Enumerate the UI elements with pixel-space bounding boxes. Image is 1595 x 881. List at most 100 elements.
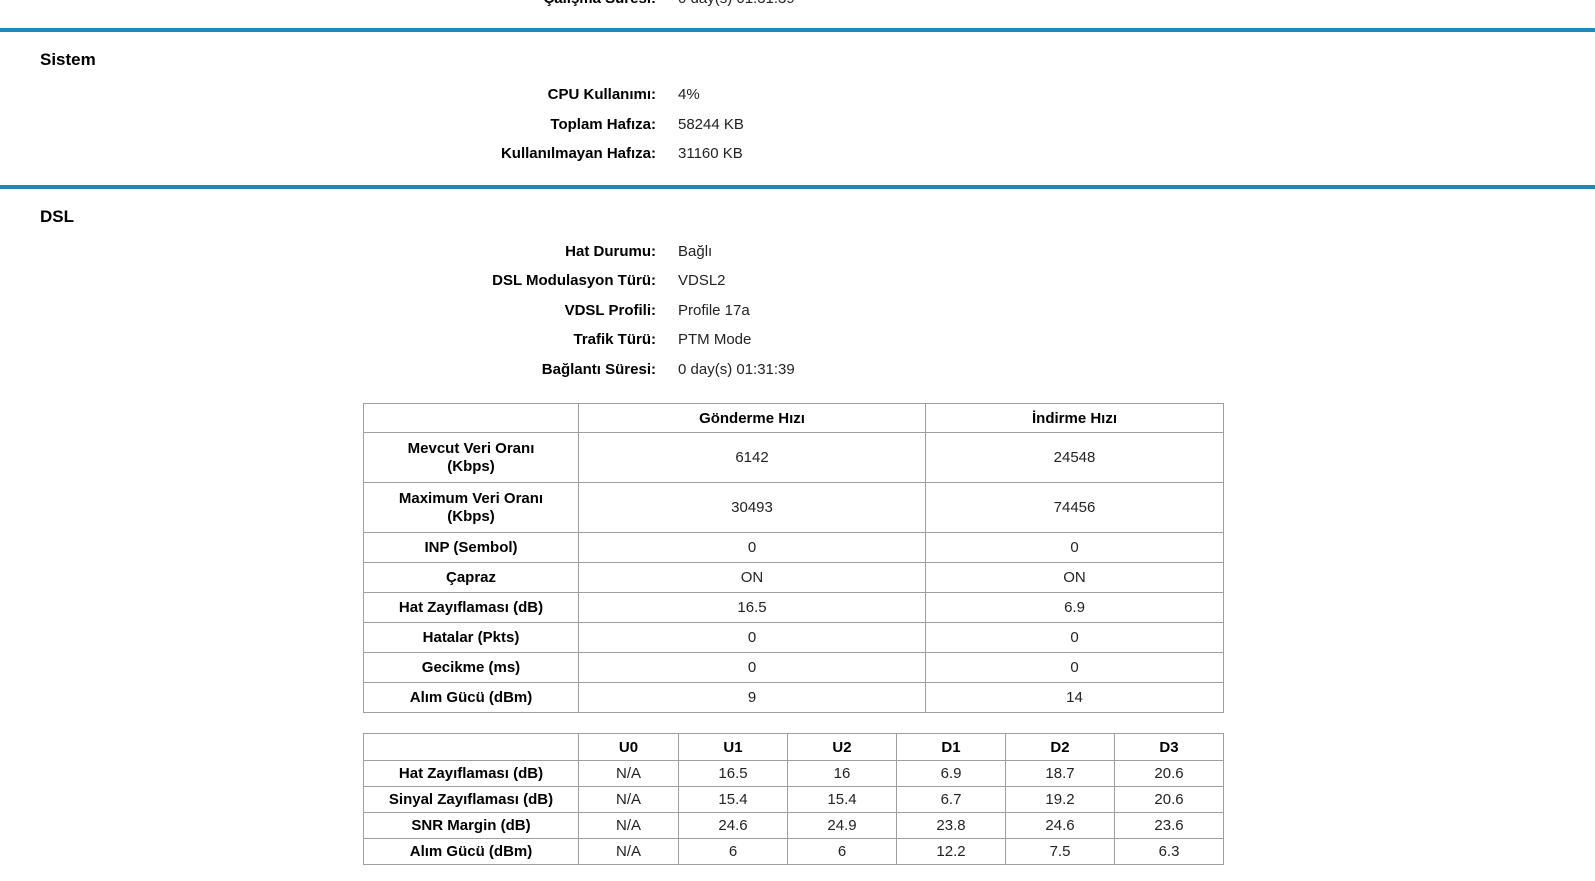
rate-header-upstream: Gönderme Hızı <box>578 403 926 433</box>
cell-d3: 6.3 <box>1114 838 1224 865</box>
free-memory-value: 31160 KB <box>678 145 743 163</box>
info-row-line-status: Hat Durumu: Bağlı <box>0 237 1595 267</box>
cell-u2: 24.9 <box>787 812 897 839</box>
cell-u0: N/A <box>578 786 679 813</box>
vdsl-profile-value: Profile 17a <box>678 301 750 319</box>
cell-downstream: ON <box>925 562 1224 593</box>
table-row-snr-margin: SNR Margin (dB) N/A 24.6 24.9 23.8 24.6 … <box>363 812 1224 839</box>
cell-u0: N/A <box>578 838 679 865</box>
table-row-line-attenuation: Hat Zayıflaması (dB) N/A 16.5 16 6.9 18.… <box>363 760 1224 787</box>
cell-u2: 6 <box>787 838 897 865</box>
info-row-free-memory: Kullanılmayan Hafıza: 31160 KB <box>0 139 1595 169</box>
cell-u1: 24.6 <box>678 812 788 839</box>
section-divider <box>0 28 1595 32</box>
uptime-label: Çalışma Süresi: <box>0 0 656 7</box>
cell-d1: 23.8 <box>896 812 1006 839</box>
traffic-type-value: PTM Mode <box>678 331 752 349</box>
row-label: Alım Gücü (dBm) <box>363 838 579 865</box>
band-header-u0: U0 <box>578 733 679 761</box>
vdsl-profile-label: VDSL Profili: <box>564 301 656 319</box>
cell-upstream: 6142 <box>578 432 926 483</box>
band-header-d1: D1 <box>896 733 1006 761</box>
sistem-rows: CPU Kullanımı: 4% Toplam Hafıza: 58244 K… <box>0 80 1595 169</box>
cell-upstream: 16.5 <box>578 592 926 623</box>
row-label: Alım Gücü (dBm) <box>363 682 579 713</box>
cell-downstream: 0 <box>925 622 1224 653</box>
cell-d2: 24.6 <box>1005 812 1115 839</box>
table-header-row: U0 U1 U2 D1 D2 D3 <box>363 733 1224 761</box>
rate-header-empty <box>363 403 579 433</box>
table-row-delay: Gecikme (ms) 0 0 <box>363 652 1224 683</box>
cell-u2: 16 <box>787 760 897 787</box>
cell-downstream: 6.9 <box>925 592 1224 623</box>
row-label: Maximum Veri Oranı (Kbps) <box>363 482 579 533</box>
table-row-current-rate: Mevcut Veri Oranı (Kbps) 6142 24548 <box>363 432 1224 483</box>
band-header-u1: U1 <box>678 733 788 761</box>
table-header-row: Gönderme Hızı İndirme Hızı <box>363 403 1224 433</box>
modulation-label: DSL Modulasyon Türü: <box>492 272 656 290</box>
cell-downstream: 0 <box>925 532 1224 563</box>
connection-time-value: 0 day(s) 01:31:39 <box>678 360 795 378</box>
uptime-value: 0 day(s) 01:31:39 <box>678 0 795 7</box>
row-label-line2: (Kbps) <box>447 457 495 475</box>
free-memory-label: Kullanılmayan Hafıza: <box>500 145 656 163</box>
cell-u0: N/A <box>578 812 679 839</box>
info-row-cpu: CPU Kullanımı: 4% <box>0 80 1595 110</box>
traffic-type-label: Trafik Türü: <box>573 331 656 349</box>
row-label-line1: Maximum Veri Oranı <box>398 489 544 507</box>
cell-downstream: 74456 <box>925 482 1224 533</box>
row-label: SNR Margin (dB) <box>363 812 579 839</box>
cell-d1: 12.2 <box>896 838 1006 865</box>
cpu-usage-label: CPU Kullanımı: <box>547 86 656 104</box>
modulation-value: VDSL2 <box>678 272 726 290</box>
connection-time-label: Bağlantı Süresi: <box>541 360 656 378</box>
row-label: Hat Zayıflaması (dB) <box>363 760 579 787</box>
info-row-modulation: DSL Modulasyon Türü: VDSL2 <box>0 266 1595 296</box>
info-row-connection-time: Bağlantı Süresi: 0 day(s) 01:31:39 <box>0 355 1595 385</box>
dsl-section: DSL Hat Durumu: Bağlı DSL Modulasyon Tür… <box>0 206 1595 865</box>
table-row-receive-power: Alım Gücü (dBm) N/A 6 6 12.2 7.5 6.3 <box>363 838 1224 865</box>
table-row-inp: INP (Sembol) 0 0 <box>363 532 1224 563</box>
cell-d1: 6.9 <box>896 760 1006 787</box>
dsl-section-title: DSL <box>40 206 74 226</box>
row-label: Gecikme (ms) <box>363 652 579 683</box>
line-status-label: Hat Durumu: <box>565 242 656 260</box>
table-row-line-attenuation: Hat Zayıflaması (dB) 16.5 6.9 <box>363 592 1224 623</box>
section-divider <box>0 184 1595 189</box>
cell-d3: 20.6 <box>1114 760 1224 787</box>
info-row: Çalışma Süresi: 0 day(s) 01:31:39 <box>0 0 1595 14</box>
cell-u0: N/A <box>578 760 679 787</box>
dsl-band-table: U0 U1 U2 D1 D2 D3 Hat Zayıflaması (dB) N… <box>363 733 1224 865</box>
band-header-d3: D3 <box>1114 733 1224 761</box>
total-memory-value: 58244 KB <box>678 115 744 133</box>
cell-downstream: 0 <box>925 652 1224 683</box>
clipped-top-row: Çalışma Süresi: 0 day(s) 01:31:39 <box>0 0 1595 28</box>
table-row-trellis: Çapraz ON ON <box>363 562 1224 593</box>
cell-d2: 7.5 <box>1005 838 1115 865</box>
cell-d2: 19.2 <box>1005 786 1115 813</box>
table-row-signal-attenuation: Sinyal Zayıflaması (dB) N/A 15.4 15.4 6.… <box>363 786 1224 813</box>
row-label-line1: Mevcut Veri Oranı <box>407 439 535 457</box>
total-memory-label: Toplam Hafıza: <box>550 115 656 133</box>
cell-u1: 6 <box>678 838 788 865</box>
dsl-rows: Hat Durumu: Bağlı DSL Modulasyon Türü: V… <box>0 237 1595 385</box>
row-label: Hatalar (Pkts) <box>363 622 579 653</box>
cell-upstream: 0 <box>578 532 926 563</box>
dsl-rate-table: Gönderme Hızı İndirme Hızı Mevcut Veri O… <box>363 403 1224 713</box>
cell-d3: 23.6 <box>1114 812 1224 839</box>
cell-u1: 15.4 <box>678 786 788 813</box>
row-label: Sinyal Zayıflaması (dB) <box>363 786 579 813</box>
info-row-total-memory: Toplam Hafıza: 58244 KB <box>0 110 1595 140</box>
line-status-value: Bağlı <box>678 242 713 260</box>
table-row-errors: Hatalar (Pkts) 0 0 <box>363 622 1224 653</box>
info-row-vdsl-profile: VDSL Profili: Profile 17a <box>0 296 1595 326</box>
table-row-max-rate: Maximum Veri Oranı (Kbps) 30493 74456 <box>363 482 1224 533</box>
cell-downstream: 24548 <box>925 432 1224 483</box>
cell-upstream: 0 <box>578 652 926 683</box>
cell-u1: 16.5 <box>678 760 788 787</box>
rate-header-downstream: İndirme Hızı <box>925 403 1224 433</box>
cell-upstream: 0 <box>578 622 926 653</box>
band-header-empty <box>363 733 579 761</box>
cell-d3: 20.6 <box>1114 786 1224 813</box>
cell-d1: 6.7 <box>896 786 1006 813</box>
